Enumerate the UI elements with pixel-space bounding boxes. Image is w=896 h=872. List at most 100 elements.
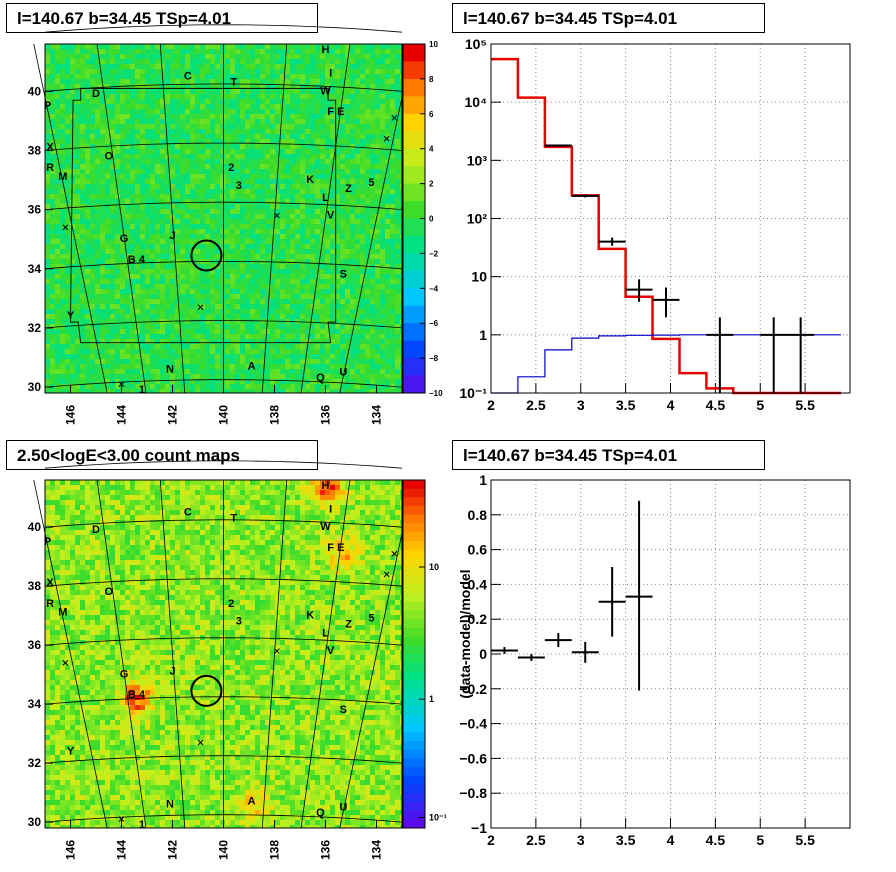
source-label: G bbox=[120, 669, 129, 681]
x-tick-label: 146 bbox=[64, 405, 78, 425]
source-marker bbox=[197, 739, 204, 746]
y-tick-label: 38 bbox=[28, 579, 42, 593]
longitude-line bbox=[159, 43, 186, 394]
source-label: W bbox=[320, 521, 331, 533]
source-label: A bbox=[248, 360, 256, 372]
source-label: 1 bbox=[139, 384, 145, 396]
model-histogram bbox=[491, 334, 841, 394]
colorbar-cell bbox=[403, 288, 425, 307]
colorbar-cell bbox=[403, 488, 425, 498]
colorbar-cell bbox=[403, 627, 425, 638]
map-pixels bbox=[45, 480, 402, 828]
source-label: 3 bbox=[236, 180, 242, 192]
x-tick-label: 4.5 bbox=[706, 832, 726, 848]
source-label: L bbox=[322, 627, 329, 639]
source-label: F bbox=[327, 542, 334, 554]
colorbar-cell bbox=[403, 767, 425, 777]
colorbar-cell bbox=[403, 610, 425, 620]
colorbar-cell bbox=[403, 732, 425, 742]
colorbar-cell bbox=[403, 305, 425, 324]
y-tick-label: 10² bbox=[467, 211, 488, 227]
source-label: J bbox=[169, 666, 175, 678]
longitude-line bbox=[33, 43, 108, 394]
source-label: H bbox=[322, 44, 330, 56]
x-tick-label: 5 bbox=[756, 832, 764, 848]
source-label: V bbox=[327, 210, 335, 222]
source-label: R bbox=[46, 162, 54, 174]
colorbar-cell bbox=[403, 558, 425, 568]
x-tick-label: 136 bbox=[319, 840, 333, 860]
target-circle bbox=[190, 674, 223, 707]
x-tick-label: 138 bbox=[268, 405, 282, 425]
y-tick-label: 34 bbox=[28, 262, 42, 276]
y-tick-label: 0.8 bbox=[468, 507, 488, 523]
colorbar-tick-label: 10 bbox=[429, 40, 438, 49]
colorbar-tick-label: −4 bbox=[429, 284, 439, 293]
y-axis-label: (data-model)/model bbox=[457, 569, 473, 698]
source-label: F bbox=[327, 106, 334, 118]
source-label: U bbox=[339, 801, 347, 813]
longitude-line bbox=[300, 43, 351, 394]
colorbar-cell bbox=[403, 514, 425, 524]
source-label: Q bbox=[316, 372, 325, 384]
longitude-line bbox=[339, 479, 414, 829]
source-label: U bbox=[339, 366, 347, 378]
longitude-line bbox=[96, 479, 147, 829]
y-tick-label: 0.4 bbox=[468, 576, 488, 592]
y-tick-label: 10⁵ bbox=[465, 36, 487, 52]
y-tick-label: 30 bbox=[28, 815, 42, 829]
x-tick-label: 2 bbox=[487, 397, 495, 413]
colorbar-tick-label: 10⁻¹ bbox=[429, 813, 447, 823]
colorbar-cell bbox=[403, 645, 425, 655]
source-label: S bbox=[340, 269, 347, 281]
colorbar-tick-label: −10 bbox=[429, 389, 443, 398]
plot-frame bbox=[490, 479, 851, 829]
source-label: 1 bbox=[139, 819, 145, 831]
survey-boundary bbox=[70, 87, 337, 344]
colorbar-cell bbox=[403, 113, 425, 132]
source-label: X bbox=[46, 141, 54, 153]
source-marker bbox=[118, 816, 125, 823]
colorbar-tick-label: −8 bbox=[429, 354, 439, 363]
colorbar-cell bbox=[403, 636, 425, 646]
colorbar-cell bbox=[403, 201, 425, 219]
colorbar-cell bbox=[403, 810, 425, 820]
colorbar-cell bbox=[403, 78, 425, 97]
colorbar-cell bbox=[403, 784, 425, 794]
colorbar-cell bbox=[403, 497, 425, 507]
source-marker bbox=[391, 115, 398, 121]
source-label: B bbox=[128, 689, 136, 701]
source-label: V bbox=[327, 645, 335, 657]
colorbar-tick-label: 8 bbox=[429, 75, 434, 84]
panel-title-spectrum: l=140.67 b=34.45 TSp=4.01 bbox=[452, 3, 765, 33]
x-tick-label: 5.5 bbox=[795, 397, 815, 413]
source-label: 5 bbox=[368, 613, 374, 625]
y-tick-label: 1 bbox=[479, 327, 487, 343]
y-tick-label: −0.4 bbox=[459, 716, 487, 732]
panel-title-residual-ratio: l=140.67 b=34.45 TSp=4.01 bbox=[452, 440, 765, 470]
colorbar-cell bbox=[403, 619, 425, 629]
colorbar-cell bbox=[403, 218, 425, 237]
source-label: M bbox=[58, 171, 67, 183]
colorbar-cell bbox=[403, 688, 425, 698]
longitude-line bbox=[261, 43, 288, 394]
colorbar-cell bbox=[403, 166, 425, 185]
panel-title-count-map: 2.50<logE<3.00 count maps bbox=[6, 440, 318, 470]
source-label: I bbox=[329, 68, 332, 80]
y-tick-label: 0 bbox=[479, 646, 487, 662]
source-label: B bbox=[128, 254, 136, 266]
source-label: C bbox=[184, 506, 192, 518]
source-label: 3 bbox=[236, 616, 242, 628]
x-tick-label: 5.5 bbox=[795, 832, 815, 848]
source-label: 4 bbox=[139, 689, 146, 701]
colorbar-cell bbox=[403, 601, 425, 611]
y-tick-label: 36 bbox=[28, 638, 42, 652]
source-label: R bbox=[46, 598, 54, 610]
colorbar-tick-label: 2 bbox=[429, 180, 434, 189]
source-label: G bbox=[120, 233, 129, 245]
colorbar-cell bbox=[403, 584, 425, 594]
x-tick-label: 140 bbox=[217, 840, 231, 860]
source-label: I bbox=[329, 503, 332, 515]
colorbar-cell bbox=[403, 532, 425, 542]
colorbar-cell bbox=[403, 567, 425, 577]
